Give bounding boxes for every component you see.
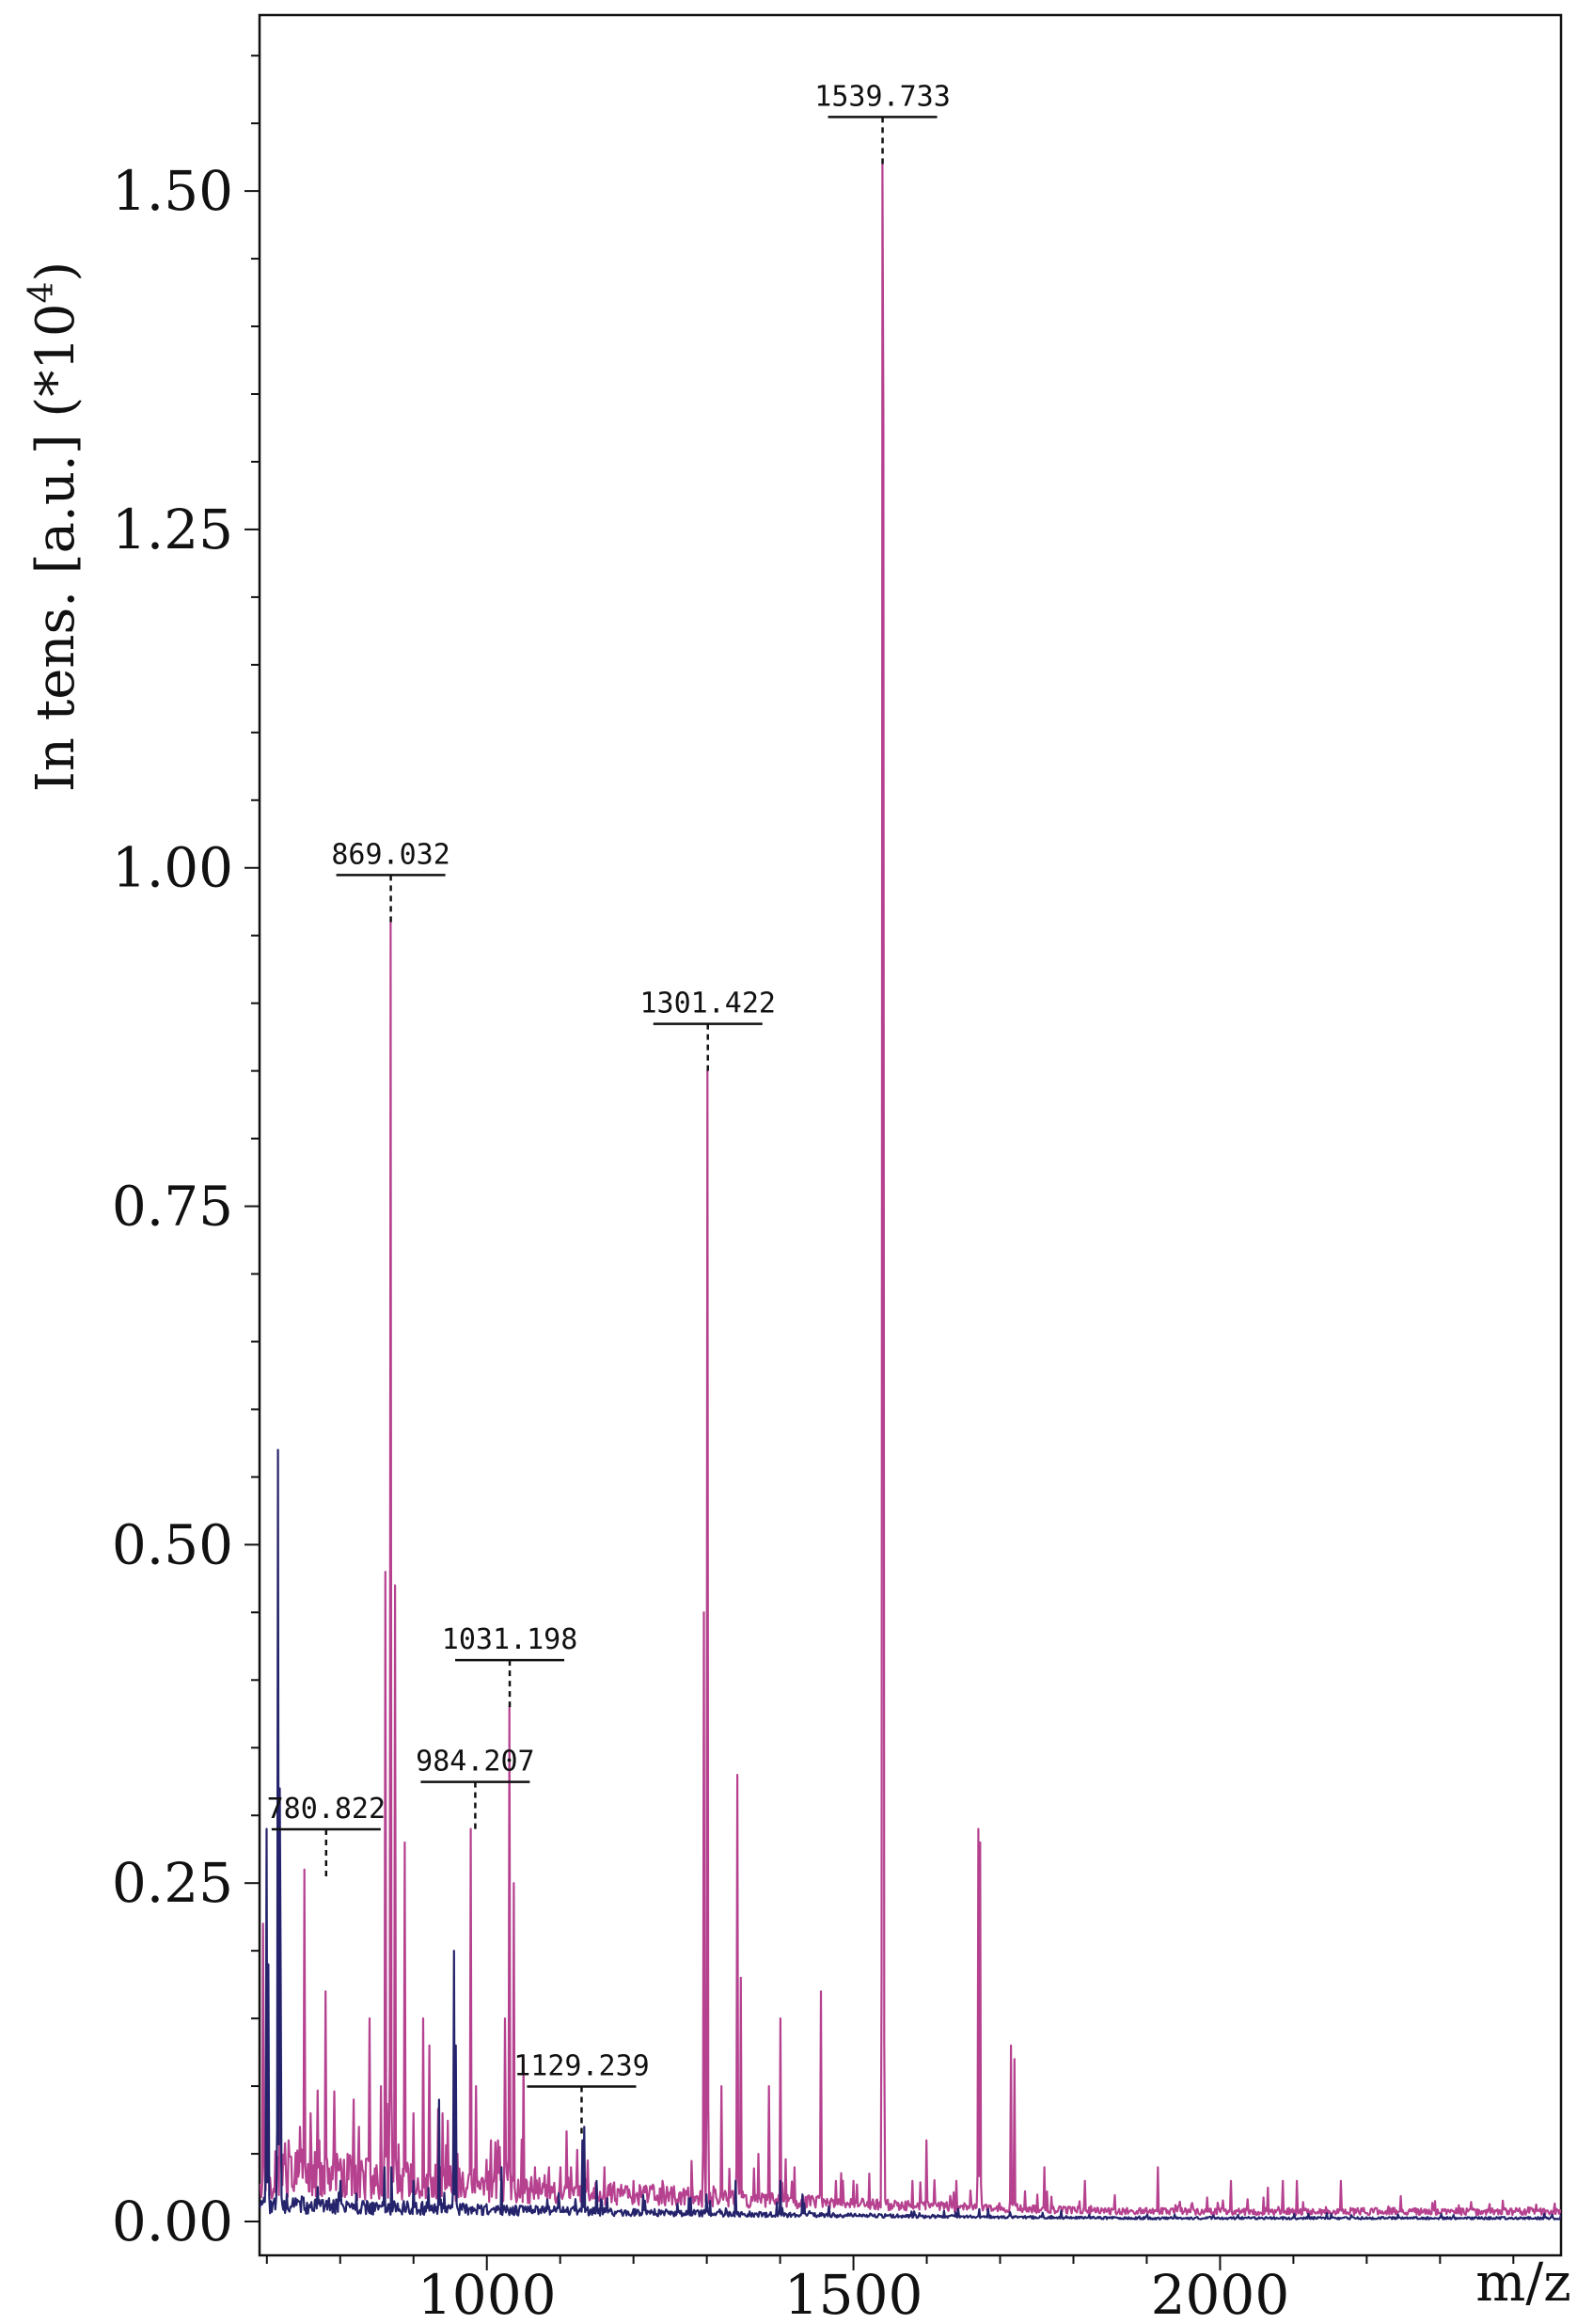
peak-label: 869.032 — [331, 838, 449, 871]
series-navy-trace — [260, 1448, 1561, 2221]
series-magenta-trace — [260, 163, 1561, 2217]
peak-annotation: 1301.422 — [639, 988, 776, 1071]
x-tick-label: 1000 — [418, 2263, 557, 2324]
peak-annotation: 1539.733 — [814, 80, 951, 165]
y-axis-title-superscript: 4 — [23, 282, 61, 304]
y-tick-label: 0.25 — [112, 1851, 233, 1915]
y-tick-label: 0.50 — [112, 1512, 233, 1576]
y-axis-title: In tens. [a.u.] (*104) — [23, 261, 87, 792]
peak-label: 780.822 — [267, 1793, 386, 1826]
peak-annotation: 869.032 — [331, 838, 450, 923]
peak-annotation: 984.207 — [416, 1746, 535, 1829]
x-tick-label: 2000 — [1151, 2263, 1290, 2324]
peak-annotation: 1129.239 — [513, 2049, 650, 2134]
y-tick-label: 1.25 — [112, 498, 233, 561]
axes — [244, 13, 1563, 2270]
plot-frame — [258, 13, 1563, 2257]
peak-label: 984.207 — [416, 1746, 534, 1779]
y-tick-label: 1.00 — [112, 836, 233, 900]
peak-label: 1539.733 — [814, 80, 951, 113]
y-tick-label: 0.75 — [112, 1175, 233, 1239]
peak-label: 1031.198 — [442, 1623, 578, 1656]
y-axis-title-close: ) — [25, 261, 87, 282]
x-tick-label: 1500 — [784, 2263, 923, 2324]
y-tick-label: 1.50 — [112, 159, 233, 223]
y-axis-title-main: In tens. [a.u.] (*10 — [25, 304, 87, 793]
peak-label: 1129.239 — [513, 2049, 650, 2082]
traces-group — [260, 163, 1561, 2221]
peak-label: 1301.422 — [639, 988, 776, 1020]
y-tick-label: 0.00 — [112, 2190, 233, 2253]
tick-labels: 0.00 0.25 0.50 0.75 1.00 1.25 1.50 1000 1500 2000 — [112, 159, 1289, 2324]
peak-annotation: 780.822 — [267, 1793, 386, 1877]
peak-annotations: 780.822 869.032 984.207 1031.198 1129.239 130… — [267, 80, 951, 2134]
spectrum-traces — [260, 163, 1561, 2221]
x-axis-title: m/z — [1475, 2253, 1570, 2314]
peak-annotation: 1031.198 — [442, 1623, 578, 1708]
